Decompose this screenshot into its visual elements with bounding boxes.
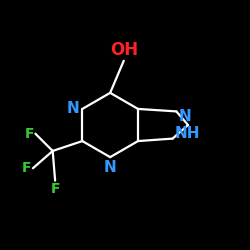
Text: F: F bbox=[50, 182, 60, 196]
Text: OH: OH bbox=[110, 42, 138, 60]
Text: F: F bbox=[25, 127, 34, 141]
Text: N: N bbox=[104, 160, 117, 174]
Text: N: N bbox=[67, 102, 80, 116]
Text: F: F bbox=[22, 161, 32, 175]
Text: NH: NH bbox=[175, 126, 201, 141]
Text: N: N bbox=[179, 109, 192, 124]
